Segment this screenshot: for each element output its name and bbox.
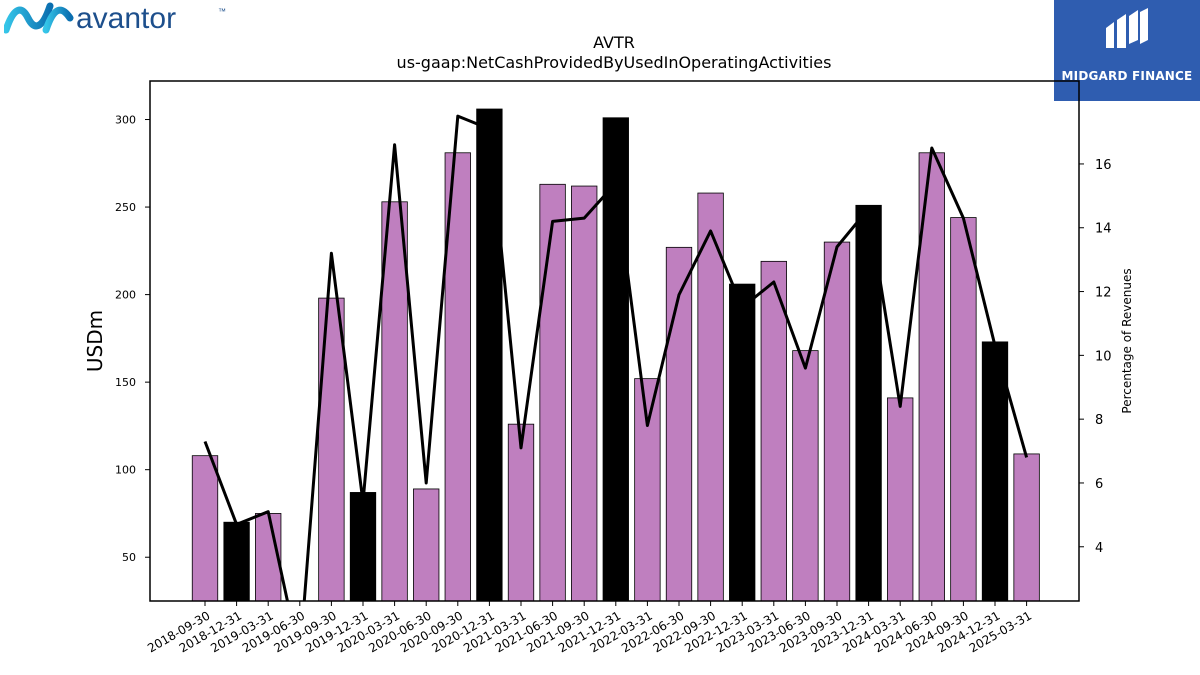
bar-2018-09-30: [191, 455, 219, 601]
bar-2023-12-31: [855, 204, 882, 601]
bar-2020-06-30: [413, 488, 440, 601]
y2-tick-label: 8: [1095, 413, 1103, 428]
avantor-logo-text: avantor: [76, 2, 176, 35]
chart-title: AVTR: [593, 33, 635, 52]
bar-2025-03-31: [1013, 453, 1040, 601]
bar-2019-12-31: [349, 492, 377, 601]
bar-2024-12-31: [981, 341, 1009, 601]
y2-tick-label: 16: [1095, 158, 1112, 173]
bar-2024-09-30: [950, 217, 977, 601]
y2-tick-label: 10: [1095, 349, 1112, 364]
y-tick-label: 150: [115, 376, 136, 389]
bar-2018-12-31: [223, 521, 250, 601]
bar-2022-12-31: [729, 283, 756, 601]
bar-2023-09-30: [823, 241, 851, 601]
bars-group: [191, 108, 1040, 601]
y2-tick-label: 4: [1095, 541, 1103, 556]
midgard-logo-mark: [1106, 8, 1148, 48]
plot-frame: [149, 80, 1080, 602]
midgard-logo-text: MIDGARD FINANCE: [1061, 69, 1193, 83]
percentage-line-group: [203, 114, 1029, 601]
avantor-logo-mark: avantor ™: [2, 2, 226, 35]
bar-2023-06-30: [792, 350, 819, 601]
y2-tick-label: 12: [1095, 286, 1112, 301]
chart-subtitle: us-gaap:NetCashProvidedByUsedInOperating…: [397, 53, 832, 72]
y-tick-label: 300: [115, 114, 136, 127]
bar-2022-09-30: [697, 192, 724, 601]
bar-2021-03-31: [507, 423, 535, 601]
bar-2024-03-31: [887, 397, 914, 601]
y2-tick-label: 14: [1095, 222, 1112, 237]
y2-axis-label: Percentage of Revenues: [1120, 268, 1134, 413]
y-tick-label: 50: [122, 551, 136, 564]
y-axis-label: USDm: [83, 310, 107, 372]
bar-2022-06-30: [665, 246, 693, 601]
bar-2020-03-31: [381, 201, 408, 601]
bar-2021-09-30: [571, 185, 598, 601]
y-tick-label: 100: [115, 464, 136, 477]
avantor-logo: avantor ™: [2, 2, 234, 36]
bar-2022-03-31: [634, 378, 661, 601]
y-tick-label: 250: [115, 201, 136, 214]
avantor-logo-tm: ™: [218, 7, 226, 16]
bar-2021-12-31: [602, 117, 629, 601]
bar-2020-12-31: [476, 108, 503, 601]
bar-2023-03-31: [760, 260, 787, 601]
y-tick-label: 200: [115, 289, 136, 302]
bar-2019-09-30: [318, 297, 345, 601]
bar-2021-06-30: [539, 183, 566, 601]
y2-tick-label: 6: [1095, 477, 1103, 492]
